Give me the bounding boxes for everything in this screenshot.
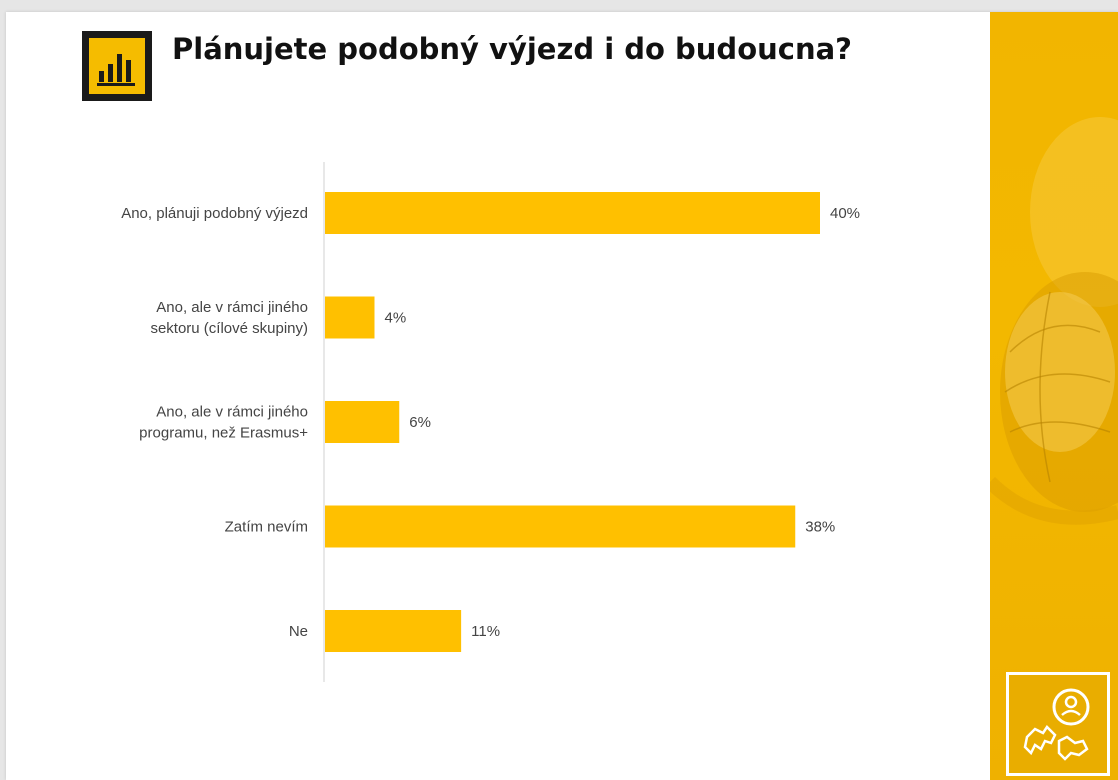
data-label: 38% bbox=[805, 519, 835, 536]
bar bbox=[325, 401, 399, 443]
bar bbox=[325, 192, 820, 234]
data-label: 4% bbox=[385, 310, 407, 327]
slide: Plánujete podobný výjezd i do budoucna? … bbox=[6, 12, 1118, 780]
data-label: 40% bbox=[830, 205, 860, 222]
category-label: Ano, ale v rámci jiného sektoru (cílové s… bbox=[150, 299, 308, 337]
category-label: Zatím nevím bbox=[225, 519, 308, 536]
decorative-photo-panel bbox=[990, 12, 1118, 780]
data-label: 6% bbox=[409, 414, 431, 431]
bar bbox=[325, 297, 375, 339]
bar-chart: 40% Ano, plánuji podobný výjezd 4% Ano, ale… bbox=[6, 12, 990, 780]
category-label: Ano, ale v rámci jiného programu, než Era… bbox=[139, 404, 308, 442]
category-label: Ano, plánuji podobný výjezd bbox=[121, 205, 308, 222]
bar bbox=[325, 506, 795, 548]
data-label: 11% bbox=[471, 623, 500, 640]
bar bbox=[325, 610, 461, 652]
category-label: Ne bbox=[289, 623, 308, 640]
traveler-globe-icon bbox=[1006, 672, 1110, 776]
